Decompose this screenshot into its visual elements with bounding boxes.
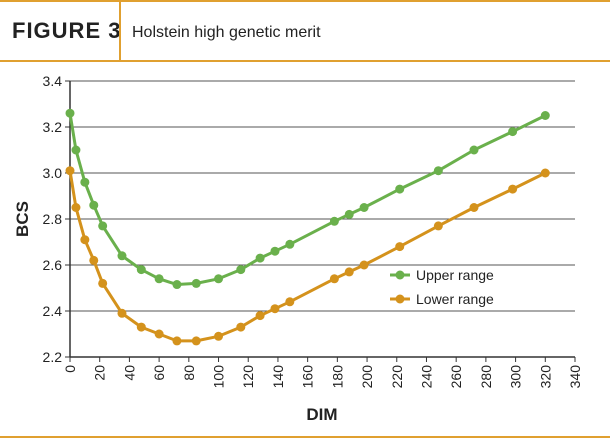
data-point bbox=[172, 336, 182, 346]
data-point bbox=[71, 145, 81, 155]
x-tick-label: 80 bbox=[181, 365, 197, 381]
y-tick-label: 2.2 bbox=[43, 349, 63, 365]
data-point bbox=[359, 203, 369, 212]
data-point bbox=[65, 108, 75, 118]
x-tick-label: 160 bbox=[300, 365, 316, 389]
data-point bbox=[98, 221, 108, 231]
data-point bbox=[508, 127, 518, 137]
x-tick-label: 280 bbox=[478, 365, 494, 389]
data-point bbox=[236, 322, 246, 332]
y-tick-label: 3.0 bbox=[43, 165, 63, 181]
legend-swatch bbox=[395, 270, 405, 280]
data-point bbox=[154, 274, 164, 284]
data-point bbox=[98, 278, 108, 288]
data-point bbox=[136, 322, 146, 332]
y-tick-label: 2.8 bbox=[43, 211, 63, 227]
data-point bbox=[433, 166, 443, 176]
x-tick-label: 340 bbox=[567, 365, 583, 389]
data-point bbox=[285, 297, 295, 307]
x-tick-label: 320 bbox=[537, 365, 553, 389]
data-point bbox=[270, 246, 280, 256]
x-tick-label: 180 bbox=[329, 365, 345, 389]
x-axis-label: DIM bbox=[306, 405, 337, 424]
x-tick-label: 40 bbox=[121, 365, 137, 381]
y-tick-label: 3.2 bbox=[43, 119, 63, 135]
x-tick-label: 260 bbox=[448, 365, 464, 389]
x-tick-label: 20 bbox=[92, 365, 108, 381]
data-point bbox=[214, 331, 224, 341]
data-point bbox=[214, 274, 224, 284]
data-point bbox=[255, 311, 265, 321]
x-tick-label: 140 bbox=[270, 365, 286, 389]
data-point bbox=[136, 265, 146, 275]
data-point bbox=[89, 200, 99, 210]
x-tick-label: 0 bbox=[62, 365, 78, 373]
x-tick-label: 240 bbox=[418, 365, 434, 389]
data-point bbox=[71, 203, 81, 212]
legend-label: Upper range bbox=[416, 267, 494, 283]
data-point bbox=[344, 209, 354, 219]
x-tick-label: 200 bbox=[359, 365, 375, 389]
data-point bbox=[540, 168, 550, 178]
data-point bbox=[117, 308, 127, 318]
x-tick-label: 220 bbox=[389, 365, 405, 389]
data-point bbox=[117, 251, 127, 261]
x-tick-label: 120 bbox=[240, 365, 256, 389]
data-point bbox=[508, 184, 518, 194]
data-point bbox=[469, 145, 479, 155]
data-point bbox=[395, 184, 405, 194]
data-point bbox=[469, 203, 479, 212]
data-point bbox=[329, 216, 339, 226]
data-point bbox=[65, 166, 75, 176]
data-point bbox=[540, 111, 550, 120]
legend-swatch bbox=[395, 294, 405, 304]
x-tick-label: 100 bbox=[211, 365, 227, 389]
data-point bbox=[395, 242, 405, 252]
data-point bbox=[329, 274, 339, 284]
figure-title: Holstein high genetic merit bbox=[132, 24, 321, 41]
data-point bbox=[89, 255, 99, 265]
legend-label: Lower range bbox=[416, 291, 494, 307]
data-point bbox=[154, 329, 164, 339]
data-point bbox=[191, 278, 201, 288]
x-tick-label: 300 bbox=[508, 365, 524, 389]
figure-label-box bbox=[0, 2, 120, 60]
data-point bbox=[236, 265, 246, 275]
x-tick-label: 60 bbox=[151, 365, 167, 381]
y-tick-label: 3.4 bbox=[43, 73, 63, 89]
data-point bbox=[255, 253, 265, 263]
y-tick-label: 2.4 bbox=[43, 303, 63, 319]
y-tick-label: 2.6 bbox=[43, 257, 63, 273]
data-point bbox=[80, 177, 90, 187]
data-point bbox=[344, 267, 354, 277]
data-point bbox=[172, 280, 182, 290]
data-point bbox=[191, 336, 201, 346]
figure-label: FIGURE 3 bbox=[12, 18, 121, 43]
data-point bbox=[270, 304, 280, 314]
data-point bbox=[80, 235, 90, 245]
data-point bbox=[285, 239, 295, 249]
data-point bbox=[433, 221, 443, 231]
y-axis-label: BCS bbox=[13, 201, 32, 237]
data-point bbox=[359, 260, 369, 270]
